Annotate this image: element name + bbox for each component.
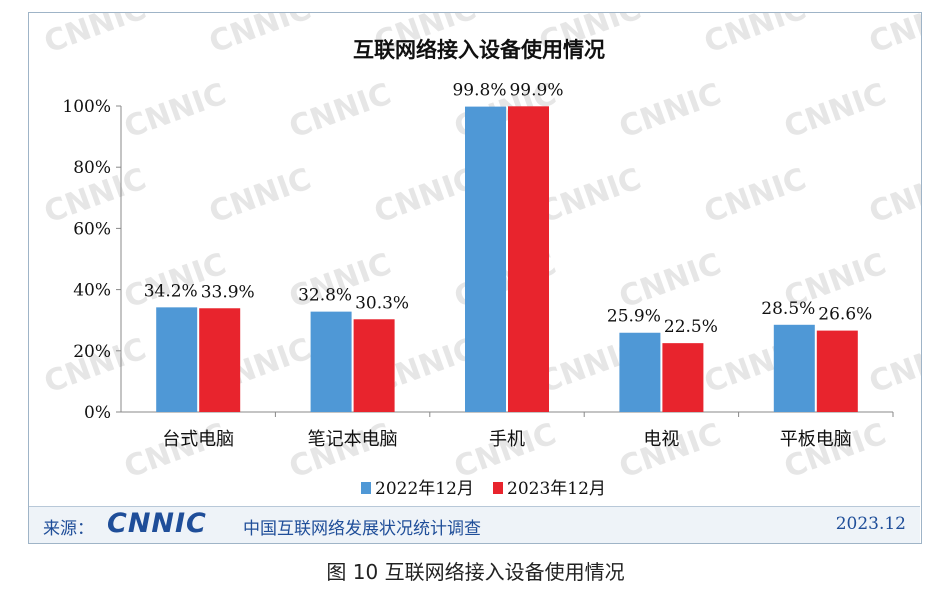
bar <box>199 308 241 412</box>
watermark-text: CNNIC <box>205 13 316 61</box>
x-tick-label: 笔记本电脑 <box>308 429 398 450</box>
watermark-text: CNNIC <box>205 162 316 231</box>
x-tick-label: 电视 <box>643 429 679 450</box>
watermark-text: CNNIC <box>700 13 811 61</box>
watermark-text: CNNIC <box>865 13 921 61</box>
watermark-text: CNNIC <box>615 417 726 486</box>
watermark-text: CNNIC <box>40 13 151 61</box>
watermark-text: CNNIC <box>450 417 561 486</box>
y-tick-label: 0% <box>84 403 111 423</box>
data-label: 99.8% <box>452 81 506 101</box>
legend-label: 2023年12月 <box>507 479 606 499</box>
source-date: 2023.12 <box>835 514 906 534</box>
watermark-text: CNNIC <box>285 77 396 146</box>
legend: 2022年12月 2023年12月 <box>361 479 606 499</box>
data-label: 26.6% <box>818 305 872 325</box>
data-label: 28.5% <box>761 299 815 319</box>
x-tick-label: 平板电脑 <box>780 429 852 450</box>
data-label: 30.3% <box>355 293 409 313</box>
watermark-text: CNNIC <box>535 162 646 231</box>
source-label: 来源： <box>43 519 94 539</box>
data-label: 34.2% <box>144 281 198 301</box>
y-tick-label: 80% <box>73 158 111 178</box>
y-tick-label: 20% <box>73 342 111 362</box>
y-tick-label: 60% <box>73 219 111 239</box>
chart-frame: CNNIC CNNIC CNNIC CNNIC CNNIC CNNIC CNNIC CNNIC… <box>28 12 922 544</box>
legend-swatch <box>493 482 503 494</box>
bar <box>310 311 352 412</box>
y-tick-label: 40% <box>73 281 111 301</box>
legend-swatch <box>361 482 371 494</box>
legend-label: 2022年12月 <box>375 479 474 499</box>
bar <box>662 343 704 412</box>
data-label: 99.9% <box>509 80 563 100</box>
axes: 0% 20% 40% 60% 80% 100% 台式电脑 笔记本电脑 手机 电视 平板电脑 <box>62 97 894 450</box>
watermark-text: CNNIC <box>370 162 481 231</box>
watermark-text: CNNIC <box>120 417 231 486</box>
bar <box>508 106 549 412</box>
data-label: 33.9% <box>201 282 255 302</box>
watermark-text: CNNIC <box>780 77 891 146</box>
watermark-text: CNNIC <box>700 162 811 231</box>
watermark-text: CNNIC <box>780 417 891 486</box>
bar <box>156 307 198 412</box>
data-label: 25.9% <box>607 307 661 327</box>
x-tick-label: 手机 <box>489 429 525 450</box>
chart-title: 互联网络接入设备使用情况 <box>353 38 605 62</box>
figure-caption: 图 10 互联网络接入设备使用情况 <box>326 560 625 584</box>
bar <box>353 319 395 412</box>
watermark-text: CNNIC <box>285 417 396 486</box>
x-tick-label: 台式电脑 <box>162 429 234 450</box>
watermark-text: CNNIC <box>865 162 921 231</box>
data-label: 22.5% <box>664 317 718 337</box>
watermark-text: CNNIC <box>615 77 726 146</box>
watermark-text: CNNIC <box>120 77 231 146</box>
watermark-text: CNNIC <box>615 247 726 316</box>
source-footer: 来源： CNNIC 中国互联网络发展状况统计调查 2023.12 <box>29 506 920 543</box>
cnnic-logo: CNNIC <box>107 508 207 539</box>
bars: 34.2% 32.8% 99.8% 25.9% 28.5% 33.9% 30.3% 99.9%… <box>144 80 872 412</box>
data-label: 32.8% <box>298 286 352 306</box>
source-organization: 中国互联网络发展状况统计调查 <box>243 519 481 539</box>
bar <box>619 332 661 412</box>
bar <box>773 324 815 412</box>
bar-chart: CNNIC CNNIC CNNIC CNNIC CNNIC CNNIC CNNIC CNNIC… <box>40 13 921 499</box>
bar <box>816 330 858 412</box>
y-tick-label: 100% <box>62 97 111 117</box>
watermark-text: CNNIC <box>865 332 921 401</box>
bar <box>465 106 506 412</box>
